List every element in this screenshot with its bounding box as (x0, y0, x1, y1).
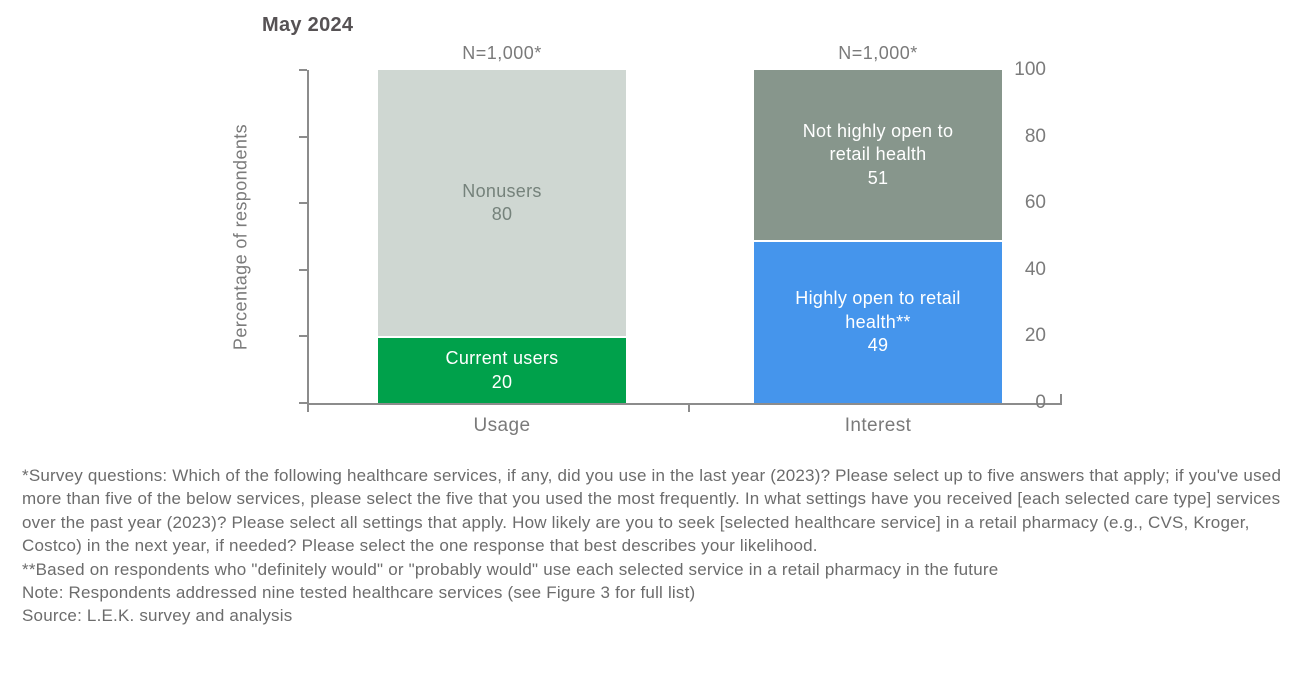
category-label: Usage (473, 415, 531, 436)
segment-value: 20 (491, 371, 513, 392)
n-label: N=1,000* (462, 43, 542, 63)
bar: N=1,000* Nonusers 80 Current users 20 Usage (378, 43, 626, 436)
y-tick (299, 335, 307, 338)
segment-text: Nonusers 80 (462, 180, 541, 227)
y-tick (299, 402, 307, 404)
segment-text: Current users 20 (446, 347, 559, 394)
bar: N=1,000* Not highly open to retail health… (754, 43, 1002, 436)
y-tick-label: 0 (1035, 392, 1046, 413)
footnotes: *Survey questions: Which of the followin… (22, 464, 1284, 628)
segment-text: Not highly open to retail health 51 (783, 120, 973, 190)
chart-title: May 2024 (262, 14, 354, 36)
y-tick (299, 202, 307, 205)
y-tick (299, 135, 307, 138)
y-tick-label: 100 (1014, 59, 1046, 80)
y-tick (299, 268, 307, 271)
segment-text: Highly open to retail health** 49 (783, 287, 973, 357)
x-axis-middle-tick (688, 403, 690, 412)
y-tick-label: 20 (1024, 325, 1046, 347)
segment-value: 80 (491, 204, 513, 225)
bar-segment: Nonusers 80 (378, 70, 626, 337)
x-axis-right-tick (1060, 394, 1062, 403)
segment-label: Current users (445, 348, 559, 369)
segment-label: Nonusers (462, 180, 542, 201)
x-axis-left-tick (307, 403, 309, 412)
y-axis-label: Percentage of respondents (230, 123, 251, 350)
footnote-source: Source: L.E.K. survey and analysis (22, 606, 293, 626)
bar-stack: Not highly open to retail health 51 Highly… (754, 70, 1002, 403)
footnote-double-asterisk: **Based on respondents who "definitely w… (22, 559, 999, 579)
footnote-note: Note: Respondents addressed nine tested … (22, 583, 696, 603)
y-tick-label: 40 (1024, 258, 1046, 280)
segment-label: Not highly open to retail health (802, 120, 954, 165)
y-tick-label: 60 (1024, 192, 1046, 214)
segment-value: 49 (867, 335, 889, 356)
n-label: N=1,000* (838, 43, 918, 63)
bar-segment: Current users 20 (378, 336, 626, 403)
bar-segment: Not highly open to retail health 51 (754, 70, 1002, 240)
plot-area: Percentage of respondents 0 20 40 60 80 100 N… (231, 43, 1062, 436)
footnote-survey-questions: *Survey questions: Which of the followin… (22, 466, 1282, 556)
segment-label: Highly open to retail health** (795, 288, 961, 332)
bar-stack: Nonusers 80 Current users 20 (378, 70, 626, 403)
y-tick-label: 80 (1024, 125, 1046, 147)
segment-value: 51 (867, 167, 889, 188)
bar-segment: Highly open to retail health** 49 (754, 239, 1002, 403)
y-tick (299, 69, 307, 71)
category-label: Interest (844, 415, 912, 436)
